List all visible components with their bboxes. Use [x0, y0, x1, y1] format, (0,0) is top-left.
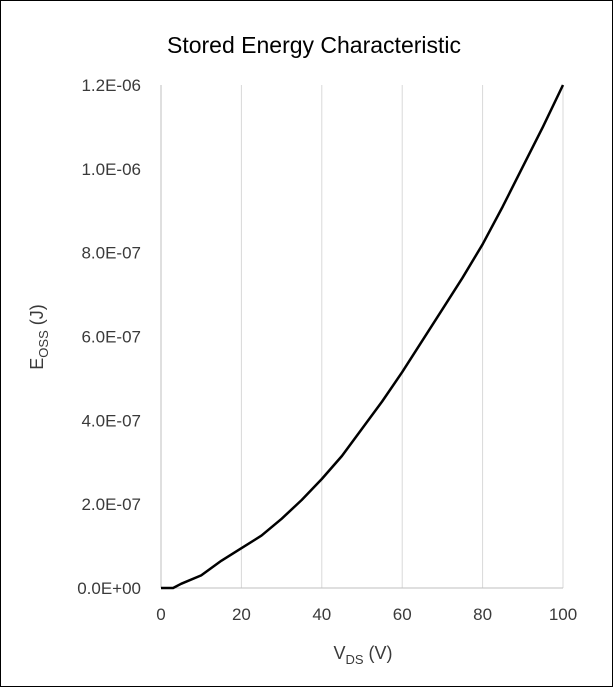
y-tick-label-5: 1.0E-06: [81, 160, 141, 179]
x-tick-label-5: 100: [549, 605, 577, 624]
x-axis-label-sub: DS: [345, 652, 363, 667]
y-tick-label-0: 0.0E+00: [77, 579, 141, 598]
gridlines: [240, 85, 564, 588]
x-tick-label-2: 40: [312, 605, 331, 624]
tick-labels: 0 20 40 60 80 100 0.0E+00 2.0E-07 4.0E-07 6.0E-07…: [77, 76, 577, 624]
y-axis-label-unit: (J): [27, 304, 47, 330]
x-tick-label-3: 60: [393, 605, 412, 624]
x-tick-label-1: 20: [232, 605, 251, 624]
y-tick-label-6: 1.2E-06: [81, 76, 141, 95]
x-axis-label: VDS (V): [333, 643, 392, 667]
x-tick-label-4: 80: [473, 605, 492, 624]
chart-title: Stored Energy Characteristic: [167, 32, 461, 58]
y-axis-label-main: E: [27, 358, 47, 370]
y-tick-label-4: 8.0E-07: [81, 244, 141, 263]
series-line-0: [161, 84, 565, 590]
series-layer: [161, 84, 565, 590]
y-tick-label-2: 4.0E-07: [81, 411, 141, 430]
axes: [160, 85, 563, 589]
x-axis-label-main: V: [333, 643, 345, 663]
y-tick-label-3: 6.0E-07: [81, 328, 141, 347]
x-tick-label-0: 0: [156, 605, 165, 624]
y-axis-label-sub: OSS: [36, 330, 51, 358]
y-axis-label: EOSS (J): [27, 304, 51, 369]
y-tick-label-1: 2.0E-07: [81, 495, 141, 514]
x-axis-label-unit: (V): [364, 643, 393, 663]
